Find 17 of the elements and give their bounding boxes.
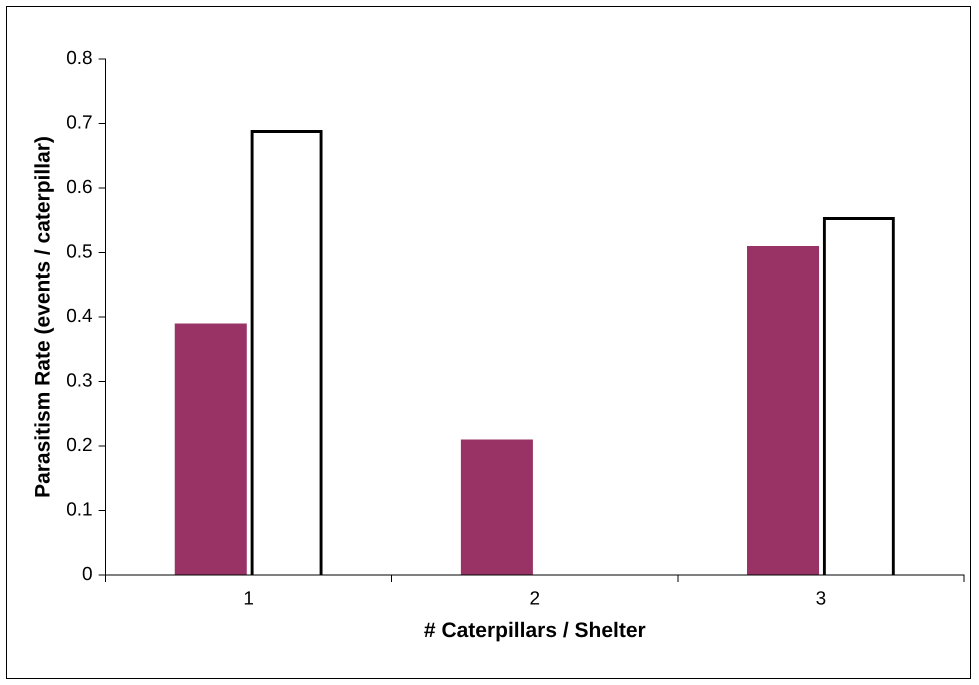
y-axis-title: Parasitism Rate (events / caterpillar) [31,136,54,498]
y-tick-label: 0.2 [66,435,93,456]
y-tick-label: 0.4 [66,306,94,328]
y-tick-label: 0 [82,564,93,586]
x-tick-label: 2 [530,588,540,610]
x-axis-title: # Caterpillars / Shelter [424,619,646,642]
x-tick-label: 3 [816,588,826,610]
bar [747,246,820,574]
x-tick-label: 1 [243,588,254,610]
y-tick-label: 0.7 [66,112,93,134]
bar [174,323,247,574]
y-tick-label: 0.5 [66,242,93,263]
y-tick-label: 0.3 [66,370,93,392]
y-tick-label: 0.8 [66,48,93,70]
y-tick-label: 0.1 [66,500,93,521]
y-tick-label: 0.6 [66,177,93,198]
bar [460,440,533,574]
